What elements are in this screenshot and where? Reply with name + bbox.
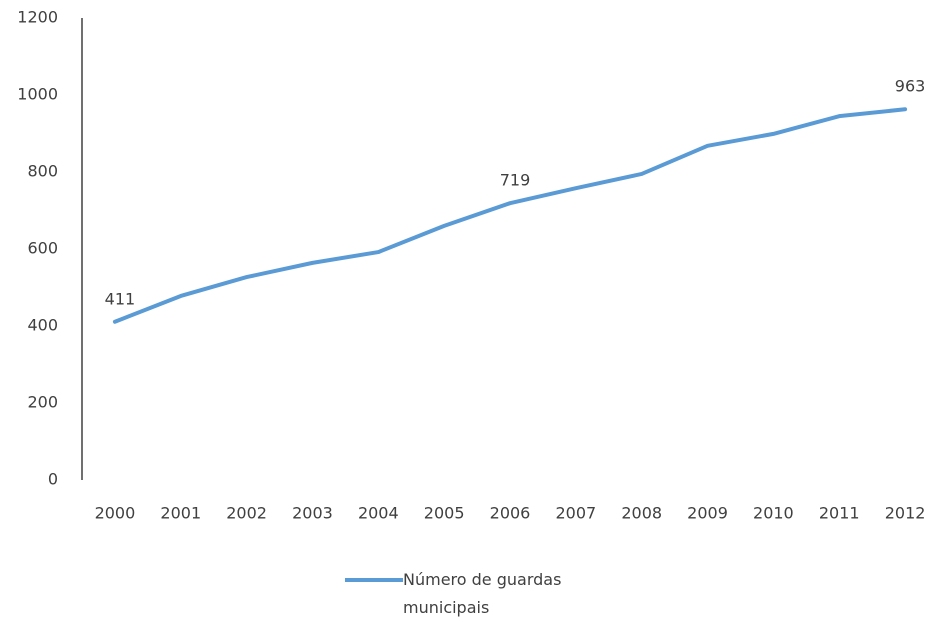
y-tick-label: 800 [27, 162, 58, 181]
y-tick-label: 1200 [17, 8, 58, 27]
x-tick-label: 2010 [753, 504, 794, 523]
chart: 0 200 400 600 800 1000 1200 2000 2001 2002 2003 200… [17, 8, 926, 523]
y-tick-label: 200 [27, 393, 58, 412]
x-tick-label: 2012 [885, 504, 926, 523]
y-tick-label: 1000 [17, 85, 58, 104]
x-tick-label: 2011 [819, 504, 860, 523]
y-tick-label: 0 [48, 470, 58, 489]
legend: Número de guardas municipais [345, 566, 613, 622]
data-label: 411 [105, 289, 136, 308]
x-tick-label: 2006 [490, 504, 531, 523]
x-tick-label: 2001 [160, 504, 201, 523]
y-tick-label: 600 [27, 239, 58, 258]
data-label: 963 [895, 77, 926, 96]
legend-swatch [345, 578, 403, 582]
x-tick-label: 2008 [621, 504, 662, 523]
line [112, 107, 908, 324]
x-tick-label: 2000 [95, 504, 136, 523]
legend-label: Número de guardas municipais [403, 570, 562, 617]
x-tick-label: 2005 [424, 504, 465, 523]
y-tick-label: 400 [27, 316, 58, 335]
x-tick-label: 2002 [226, 504, 267, 523]
x-tick-label: 2004 [358, 504, 399, 523]
x-tick-label: 2003 [292, 504, 333, 523]
data-label: 719 [500, 171, 531, 190]
x-tick-label: 2009 [687, 504, 728, 523]
x-tick-label: 2007 [555, 504, 596, 523]
